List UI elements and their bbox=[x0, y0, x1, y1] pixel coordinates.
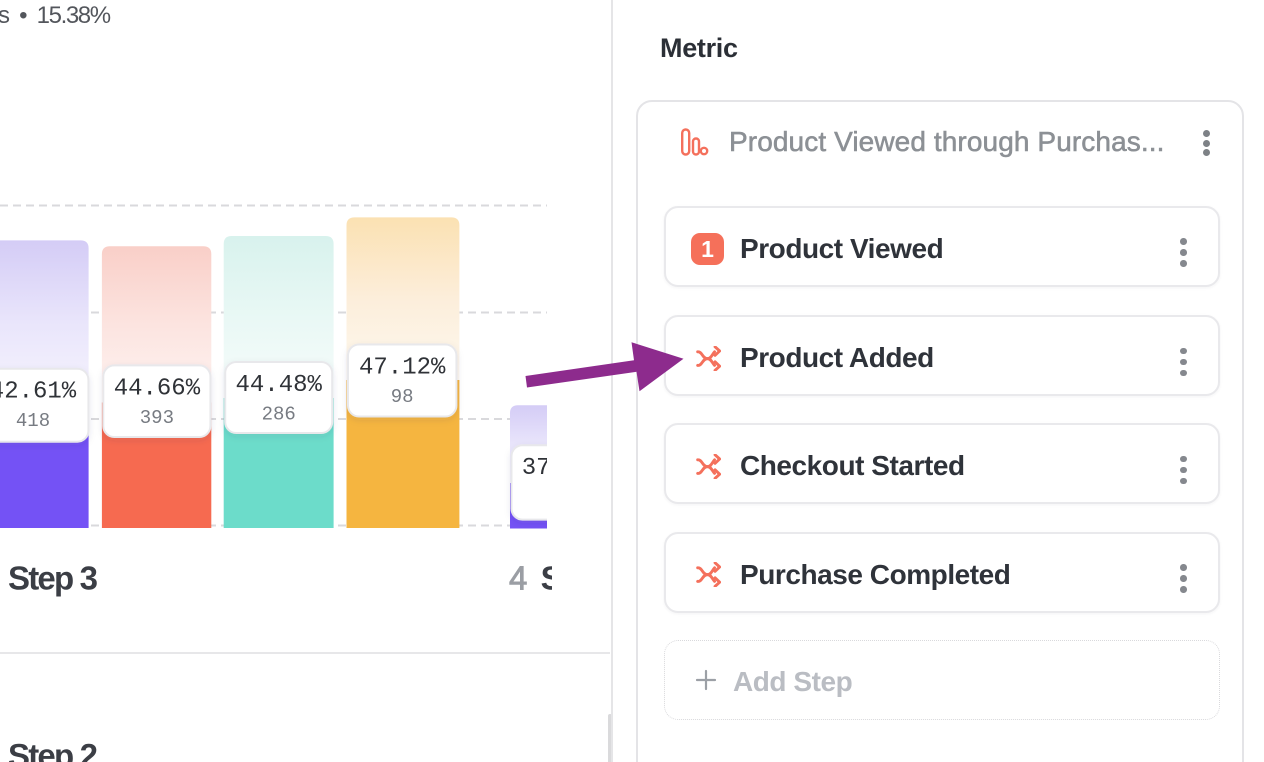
svg-text:44.48%: 44.48% bbox=[235, 372, 322, 399]
svg-text:286: 286 bbox=[262, 404, 296, 426]
svg-text:37.43%: 37.43% bbox=[522, 455, 609, 482]
svg-text:Step 4: Step 4 bbox=[541, 560, 612, 597]
svg-text:418: 418 bbox=[16, 410, 50, 432]
svg-text:42.61%: 42.61% bbox=[0, 379, 77, 406]
svg-text:31: 31 bbox=[554, 487, 577, 509]
svg-text:44.66%: 44.66% bbox=[114, 376, 201, 403]
svg-text:Step 3: Step 3 bbox=[8, 560, 98, 597]
svg-text:4: 4 bbox=[509, 560, 527, 597]
svg-text:98: 98 bbox=[391, 386, 414, 408]
svg-text:47.12%: 47.12% bbox=[359, 355, 446, 382]
svg-text:393: 393 bbox=[140, 407, 174, 429]
